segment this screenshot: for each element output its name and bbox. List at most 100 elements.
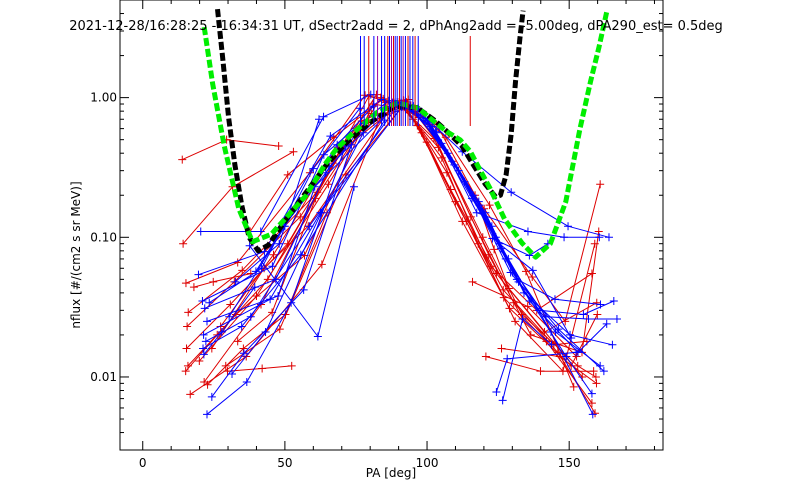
series-line [231,132,364,375]
data-point-marker [275,325,284,334]
data-point-marker [584,315,593,324]
y-axis-label: nflux [#/(cm2 s sr MeV)] [69,181,83,328]
data-point-marker [612,315,621,324]
data-point-marker [231,277,240,286]
data-point-marker [217,327,226,336]
data-point-marker [275,239,284,248]
series-line [202,119,386,349]
data-point-marker [266,295,275,304]
data-point-marker [462,217,471,226]
data-point-marker [289,147,298,156]
data-point-marker [199,344,208,353]
data-point-marker [599,367,608,376]
data-point-marker [468,277,477,286]
data-point-marker [498,396,507,405]
data-point-marker [199,330,208,339]
data-point-marker [203,380,212,389]
data-point-marker [181,367,190,376]
data-point-marker [349,182,358,191]
data-point-marker [488,234,497,243]
data-point-marker [274,291,283,300]
data-point-marker [317,260,326,269]
data-point-marker [596,300,605,309]
x-tick-label: 0 [139,456,147,470]
data-point-marker [596,180,605,189]
data-point-marker [602,319,611,328]
data-point-marker [299,285,308,294]
data-point-marker [198,296,207,305]
data-point-marker [186,390,195,399]
data-point-marker [504,284,513,293]
data-point-marker [287,361,296,370]
y-tick-label: 0.10 [90,230,117,244]
data-point-marker [189,283,198,292]
data-point-marker [347,140,356,149]
data-point-marker [319,112,328,121]
data-point-marker [523,227,532,236]
series-line [249,98,384,232]
data-point-marker [201,337,210,346]
data-point-marker [239,344,248,353]
data-point-marker [313,332,322,341]
data-point-marker [205,298,214,307]
data-point-marker [564,222,573,231]
y-tick-label: 1.00 [90,91,117,105]
data-point-marker [567,334,576,343]
data-point-marker [309,164,318,173]
series-line [201,10,610,260]
data-point-marker [258,364,267,373]
data-point-marker [437,153,446,162]
data-point-marker [252,291,261,300]
data-point-marker [315,115,324,124]
data-point-marker [485,201,494,210]
data-point-marker [321,168,330,177]
data-point-marker [592,298,601,307]
data-point-marker [342,170,351,179]
data-point-marker [587,269,596,278]
data-point-marker [225,312,234,321]
data-point-marker [199,350,208,359]
data-point-marker [251,267,260,276]
x-tick-label: 50 [277,456,292,470]
data-point-marker [442,168,451,177]
data-point-marker [608,340,617,349]
data-point-marker [422,138,431,147]
data-point-marker [521,267,530,276]
data-point-marker [507,188,516,197]
data-point-marker [239,349,248,358]
data-point-marker [417,128,426,137]
data-point-marker [590,239,599,248]
data-point-marker [579,310,588,319]
series-line [205,110,395,342]
data-point-marker [182,344,191,353]
series-layer [178,8,621,419]
data-point-marker [588,410,597,419]
series-line [203,106,403,336]
data-point-marker [269,250,278,259]
data-point-marker [256,227,265,236]
data-point-marker [246,312,255,321]
data-point-marker [542,337,551,346]
data-point-marker [528,272,537,281]
data-point-marker [242,378,251,387]
data-point-marker [512,275,521,284]
data-point-marker [268,262,277,271]
data-point-marker [503,354,512,363]
x-tick-label: 100 [416,456,439,470]
data-point-marker [263,275,272,284]
data-point-marker [572,348,581,357]
data-point-marker [379,94,388,103]
series-line [237,113,372,342]
data-point-marker [200,304,209,313]
data-point-marker [202,410,211,419]
data-point-marker [518,315,527,324]
data-point-marker [194,270,203,279]
data-point-marker [178,155,187,164]
data-point-marker [591,372,600,381]
data-point-marker [216,322,225,331]
top-marker-layer [360,36,471,126]
data-point-marker [441,133,450,142]
data-point-marker [562,352,571,361]
data-point-marker [587,399,596,408]
